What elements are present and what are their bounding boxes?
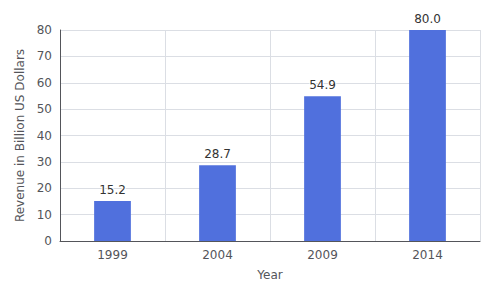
svg-text:15.2: 15.2 [99, 183, 126, 197]
svg-text:60: 60 [37, 76, 52, 90]
svg-text:28.7: 28.7 [204, 147, 231, 161]
svg-text:80: 80 [37, 23, 52, 37]
svg-text:70: 70 [37, 49, 52, 63]
svg-text:30: 30 [37, 155, 52, 169]
svg-text:80.0: 80.0 [414, 12, 441, 26]
svg-text:1999: 1999 [97, 248, 128, 262]
svg-text:0: 0 [44, 234, 52, 248]
svg-text:54.9: 54.9 [309, 78, 336, 92]
svg-text:10: 10 [37, 208, 52, 222]
svg-text:20: 20 [37, 181, 52, 195]
svg-text:2009: 2009 [307, 248, 338, 262]
svg-text:2014: 2014 [412, 248, 443, 262]
svg-text:Revenue in Billion US Dollars: Revenue in Billion US Dollars [13, 49, 27, 222]
svg-text:40: 40 [37, 129, 52, 143]
svg-text:50: 50 [37, 102, 52, 116]
svg-text:Year: Year [256, 268, 282, 282]
svg-text:2004: 2004 [202, 248, 233, 262]
